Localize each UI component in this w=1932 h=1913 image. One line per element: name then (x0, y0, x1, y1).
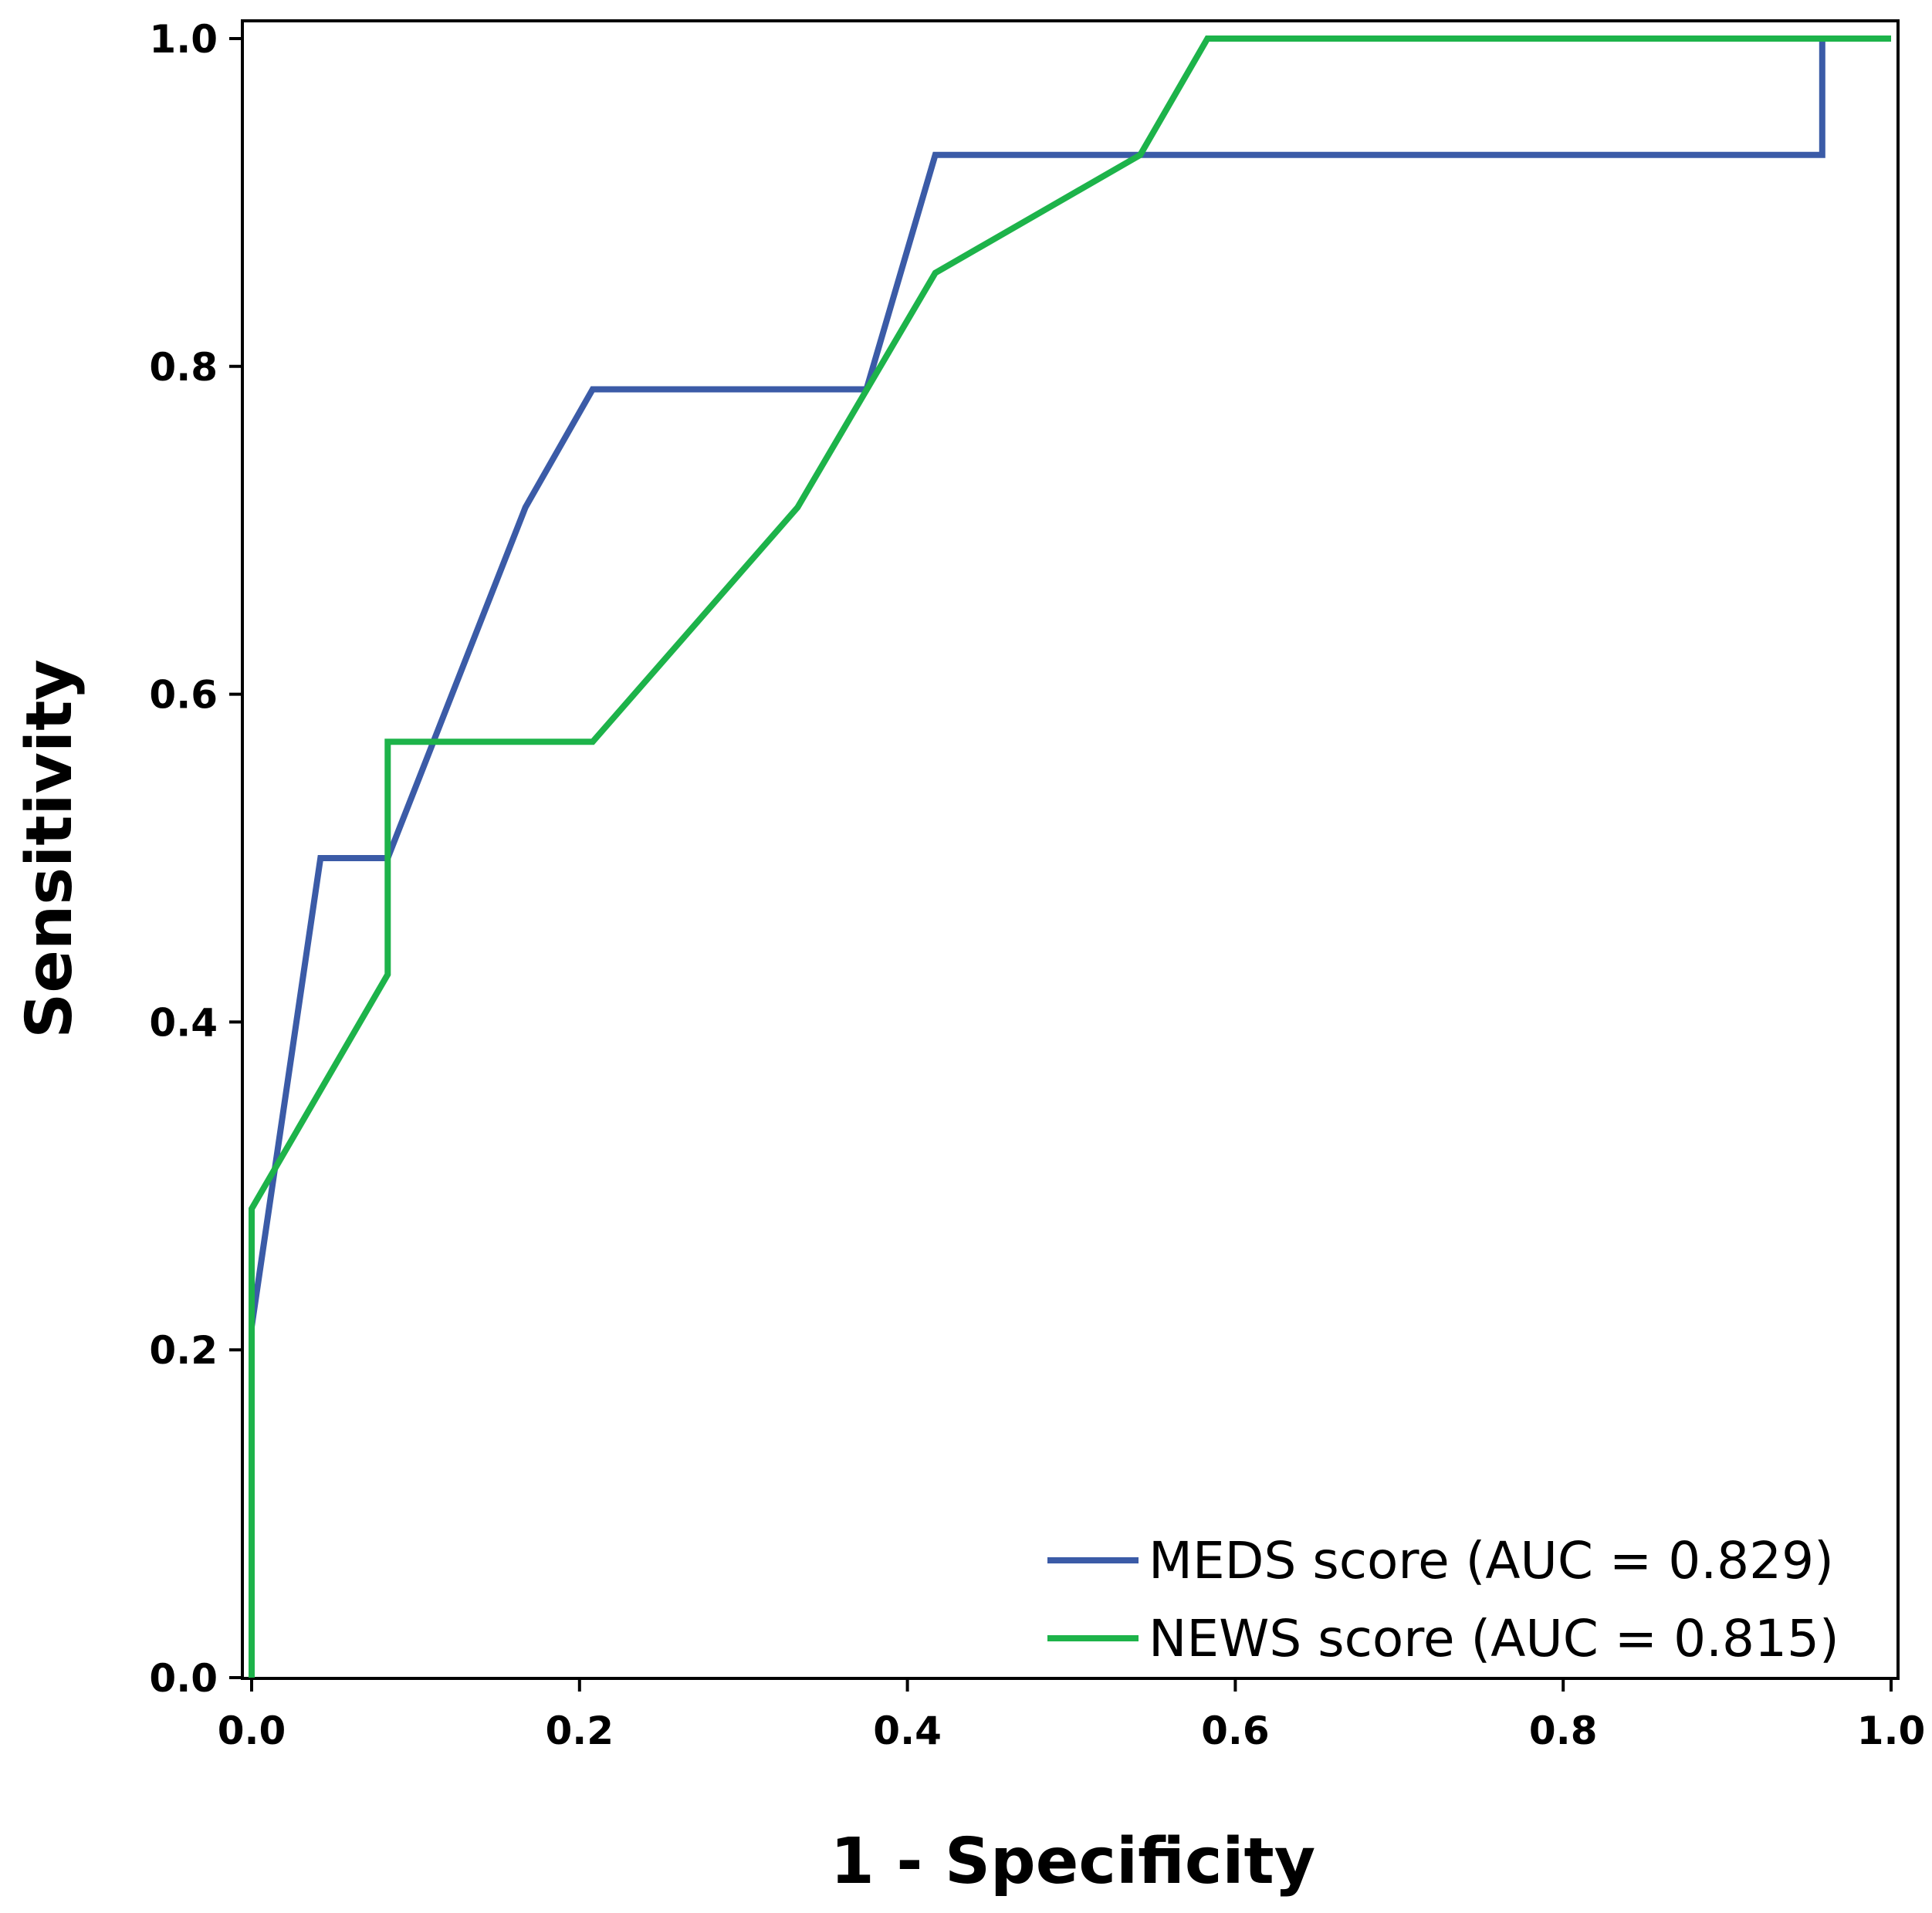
x-tick-label: 0.0 (218, 1709, 286, 1753)
legend-label-news: NEWS score (AUC = 0.815) (1149, 1609, 1839, 1668)
x-tick-label: 0.4 (873, 1709, 942, 1753)
x-tick-label: 0.2 (546, 1709, 614, 1753)
legend-label-meds: MEDS score (AUC = 0.829) (1149, 1531, 1834, 1590)
y-tick-label: 0.6 (149, 673, 218, 718)
y-axis-title: Sensitivity (13, 659, 86, 1038)
series-lines (249, 35, 1891, 1678)
axis-ticks: 0.0 0.2 0.4 0.6 0.8 1.0 0.0 0.2 0.4 0.6 0.8 1.0 (149, 17, 1925, 1753)
series-line-news (249, 35, 1891, 1678)
x-axis-title: 1 - Specificity (831, 1825, 1315, 1898)
y-tick-label: 0.4 (149, 1000, 218, 1045)
y-tick-label: 0.2 (149, 1328, 218, 1373)
y-tick-label: 0.0 (149, 1656, 218, 1701)
legend: MEDS score (AUC = 0.829) NEWS score (AUC… (1047, 1531, 1839, 1668)
x-tick-label: 0.6 (1201, 1709, 1270, 1753)
x-tick-label: 1.0 (1857, 1709, 1926, 1753)
y-tick-label: 1.0 (149, 17, 218, 62)
y-tick-label: 0.8 (149, 345, 218, 390)
plot-frame (241, 19, 1900, 1680)
series-line-meds (249, 35, 1891, 1678)
x-tick-label: 0.8 (1529, 1709, 1598, 1753)
